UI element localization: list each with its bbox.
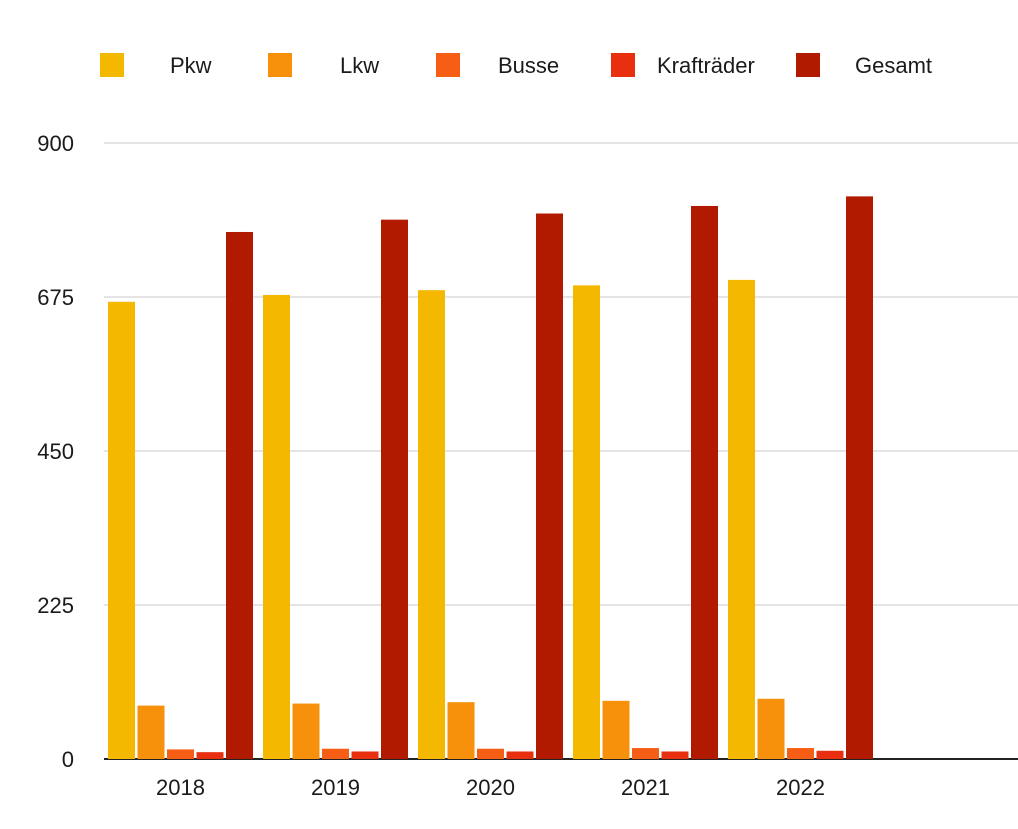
bar-busse-2019 <box>322 748 349 759</box>
bar-pkw-2018 <box>108 301 135 759</box>
legend-swatch-busse <box>436 53 460 77</box>
legend-swatch-lkw <box>268 53 292 77</box>
x-tick-label: 2021 <box>621 775 670 800</box>
bar-kraftr-der-2020 <box>506 751 534 759</box>
bar-kraftr-der-2021 <box>661 751 689 759</box>
bar-lkw-2021 <box>602 700 630 759</box>
legend-label-kraftr-der: Krafträder <box>657 53 755 78</box>
y-tick-label: 675 <box>37 285 74 310</box>
bar-lkw-2022 <box>757 698 785 759</box>
x-tick-label: 2022 <box>776 775 825 800</box>
bar-busse-2021 <box>632 748 659 759</box>
bar-pkw-2019 <box>263 294 290 759</box>
bar-gesamt-2018 <box>226 231 253 759</box>
bar-lkw-2020 <box>447 702 475 759</box>
bar-gesamt-2019 <box>381 219 408 759</box>
bar-kraftr-der-2022 <box>816 750 844 759</box>
x-tick-label: 2019 <box>311 775 360 800</box>
bar-lkw-2018 <box>137 705 165 759</box>
bar-pkw-2021 <box>573 285 600 759</box>
legend-swatch-pkw <box>100 53 124 77</box>
x-tick-label: 2020 <box>466 775 515 800</box>
legend-label-lkw: Lkw <box>340 53 379 78</box>
bar-busse-2018 <box>167 749 194 759</box>
legend-swatch-gesamt <box>796 53 820 77</box>
bar-kraftr-der-2018 <box>196 752 224 759</box>
legend-label-busse: Busse <box>498 53 559 78</box>
bar-busse-2020 <box>477 748 504 759</box>
legend-swatch-kraftr-der <box>611 53 635 77</box>
bar-busse-2022 <box>787 748 814 759</box>
y-tick-label: 225 <box>37 593 74 618</box>
y-tick-label: 0 <box>62 747 74 772</box>
bar-kraftr-der-2019 <box>351 751 379 759</box>
bar-gesamt-2021 <box>691 205 718 760</box>
y-tick-label: 900 <box>37 131 74 156</box>
x-tick-label: 2018 <box>156 775 205 800</box>
bar-pkw-2022 <box>728 279 755 759</box>
bar-gesamt-2020 <box>536 213 563 759</box>
bar-gesamt-2022 <box>846 196 873 760</box>
bar-lkw-2019 <box>292 703 320 759</box>
bar-pkw-2020 <box>418 290 445 759</box>
legend-label-gesamt: Gesamt <box>855 53 932 78</box>
y-tick-label: 450 <box>37 439 74 464</box>
legend-label-pkw: Pkw <box>170 53 212 78</box>
